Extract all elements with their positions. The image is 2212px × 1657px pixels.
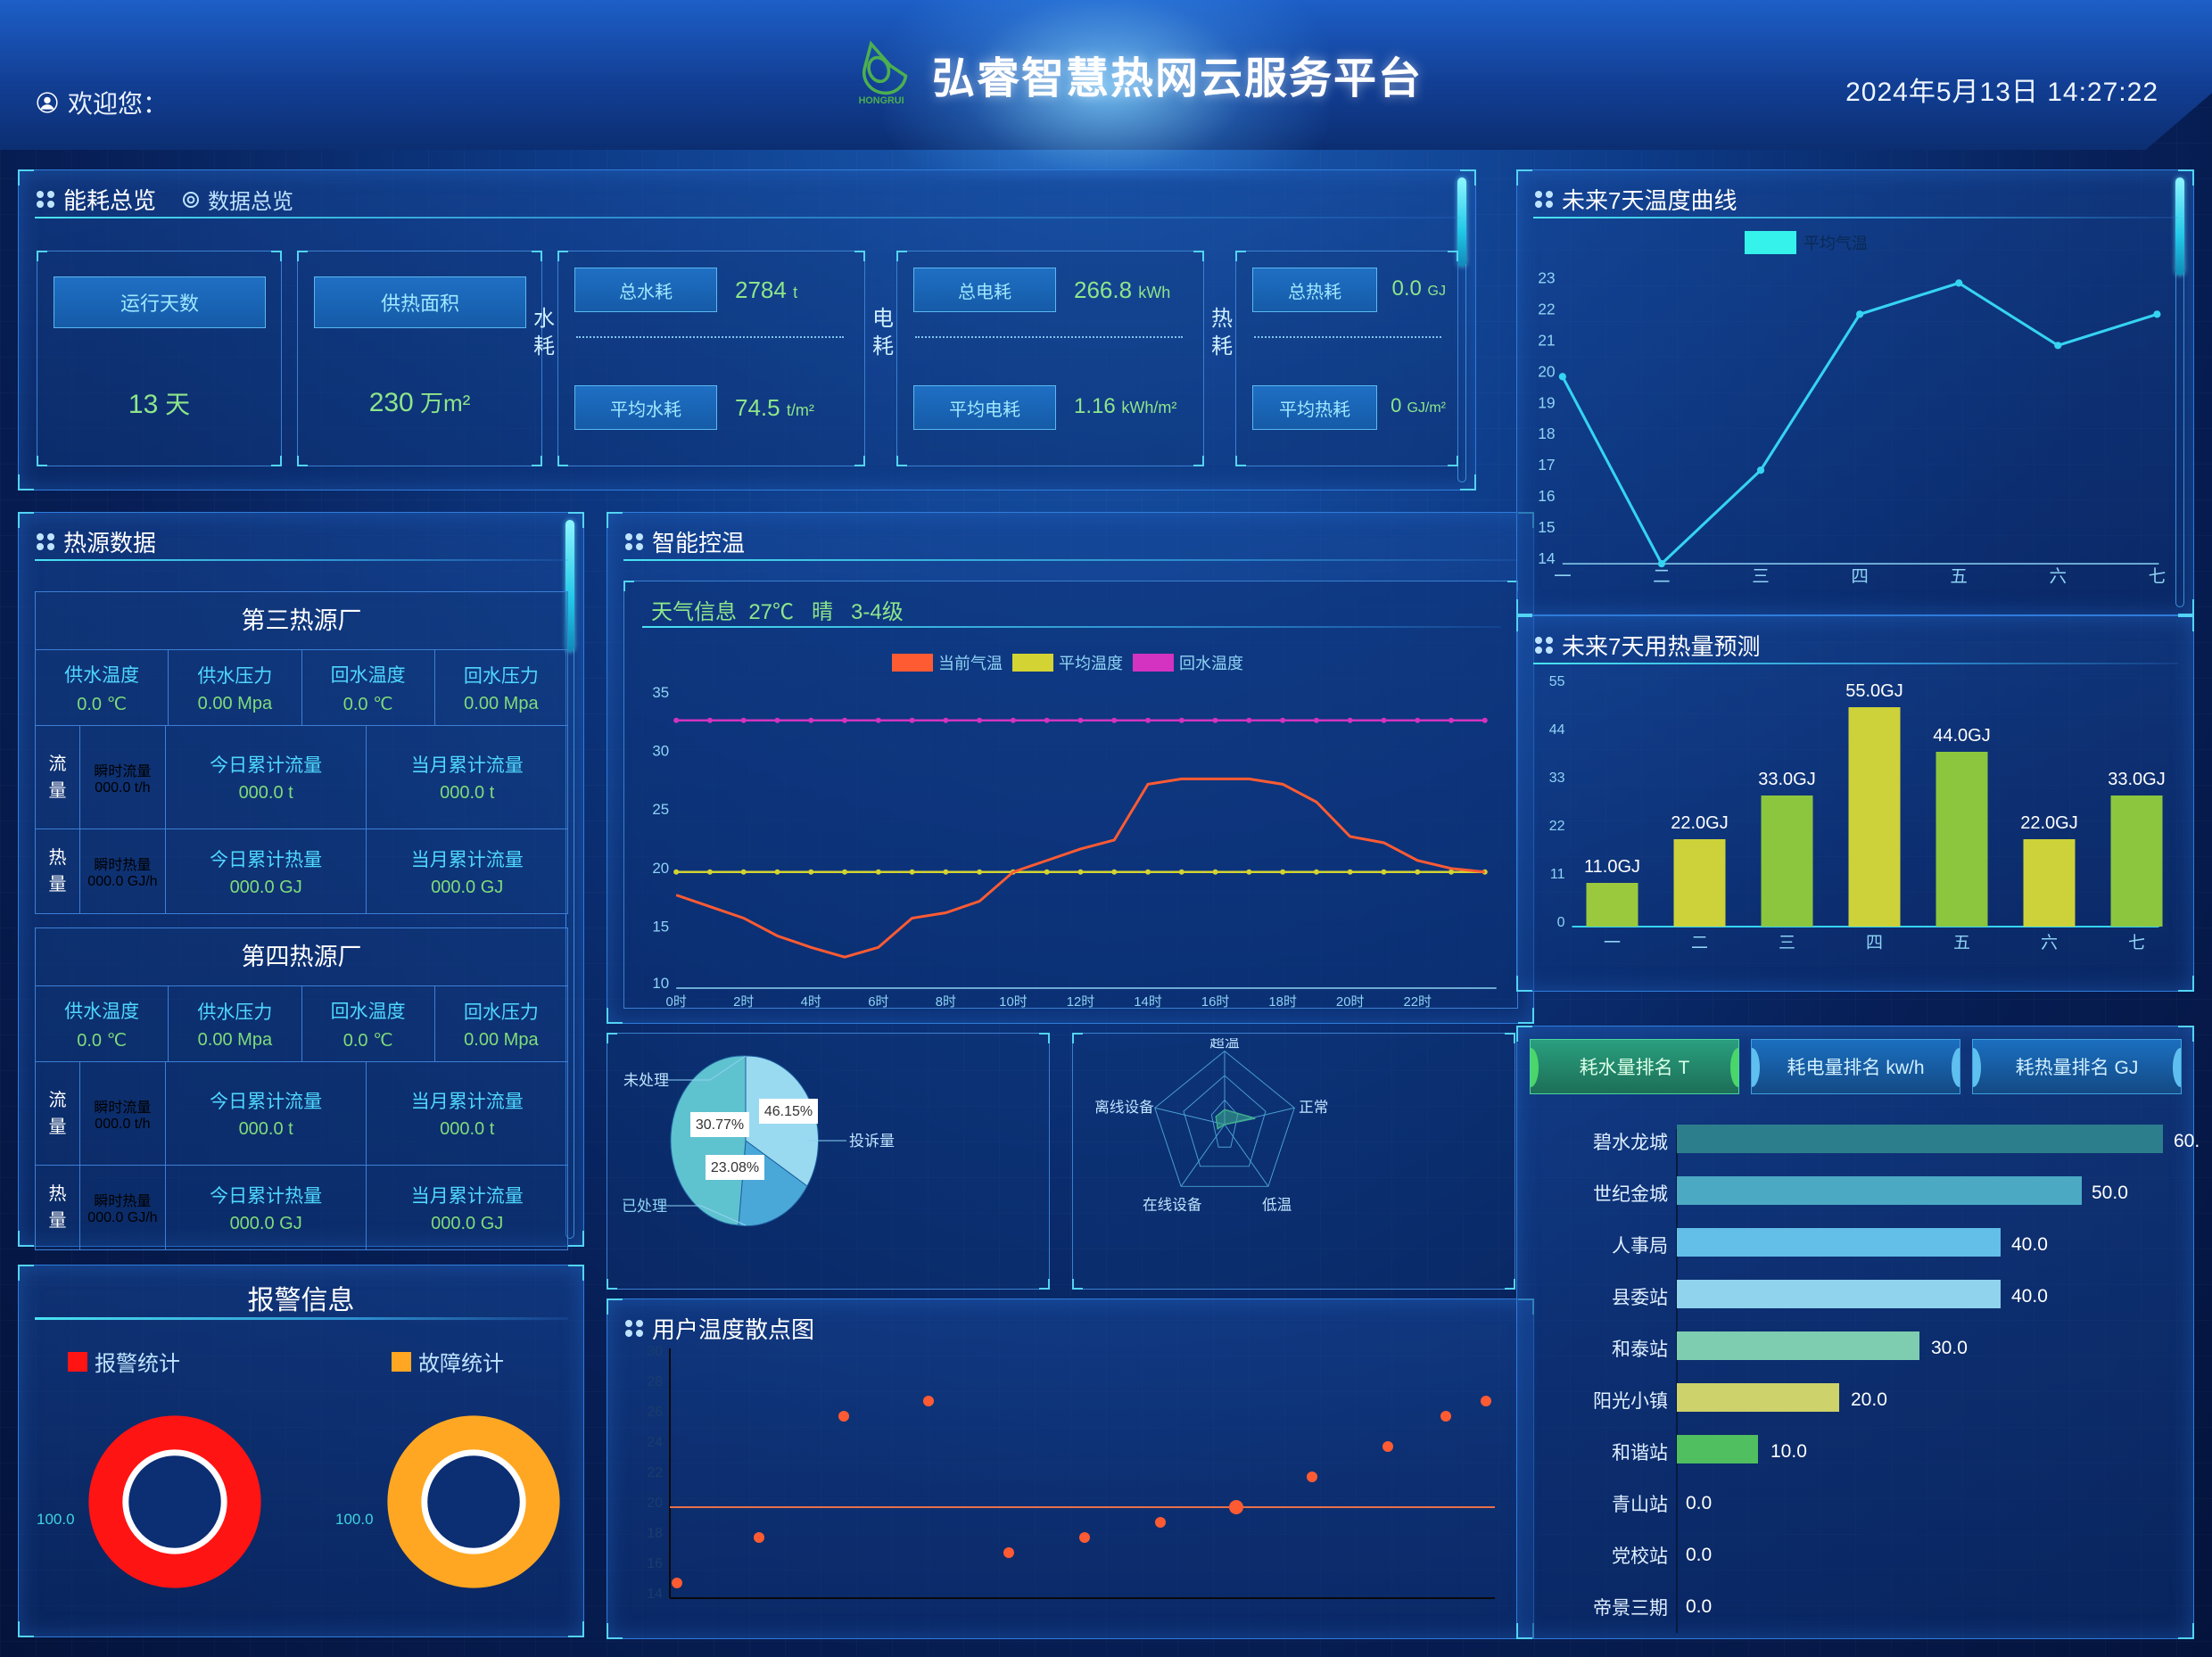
svg-text:26: 26 [647, 1405, 663, 1420]
svg-text:和泰站: 和泰站 [1612, 1340, 1668, 1360]
svg-text:10.0: 10.0 [1770, 1441, 1807, 1462]
svg-text:17: 17 [1538, 456, 1555, 474]
svg-text:2时: 2时 [733, 994, 754, 1010]
svg-text:0: 0 [1557, 915, 1565, 930]
svg-text:33.0GJ: 33.0GJ [2108, 770, 2165, 789]
svg-text:16: 16 [1538, 487, 1555, 505]
svg-text:10: 10 [652, 975, 669, 992]
svg-text:22: 22 [647, 1465, 663, 1480]
svg-text:18: 18 [1538, 425, 1555, 442]
svg-text:五: 五 [1953, 934, 1970, 952]
svg-text:六: 六 [2041, 933, 2058, 952]
svg-text:16: 16 [647, 1556, 663, 1571]
svg-text:30.0: 30.0 [1931, 1338, 1968, 1358]
svg-text:30: 30 [647, 1344, 663, 1359]
svg-text:和谐站: 和谐站 [1612, 1443, 1668, 1463]
svg-text:23: 23 [1538, 268, 1555, 286]
svg-text:低温: 低温 [1262, 1197, 1292, 1214]
svg-text:0.0: 0.0 [1686, 1545, 1712, 1565]
svg-text:14: 14 [647, 1587, 663, 1602]
svg-text:20: 20 [647, 1496, 663, 1511]
svg-text:30: 30 [652, 743, 669, 760]
svg-text:三: 三 [1752, 567, 1770, 587]
svg-text:11.0GJ: 11.0GJ [1584, 857, 1640, 877]
svg-text:HONGRUI: HONGRUI [859, 95, 904, 106]
svg-text:0.0: 0.0 [1686, 1493, 1712, 1513]
svg-text:20时: 20时 [1336, 994, 1365, 1010]
svg-text:七: 七 [2149, 567, 2167, 587]
svg-text:10时: 10时 [999, 994, 1028, 1010]
svg-text:六: 六 [2050, 567, 2068, 587]
svg-text:22.0GJ: 22.0GJ [2020, 813, 2077, 833]
svg-text:44.0GJ: 44.0GJ [1933, 726, 1990, 746]
svg-text:28: 28 [647, 1374, 663, 1389]
svg-text:50.0: 50.0 [2092, 1183, 2128, 1203]
svg-text:19: 19 [1538, 393, 1555, 411]
svg-text:33: 33 [1549, 771, 1565, 786]
svg-text:碧水龙城: 碧水龙城 [1593, 1133, 1668, 1153]
svg-text:25: 25 [652, 801, 669, 818]
svg-text:6时: 6时 [868, 994, 888, 1010]
svg-text:0.0: 0.0 [1686, 1596, 1712, 1617]
svg-text:18: 18 [647, 1526, 663, 1541]
svg-text:正常: 正常 [1299, 1099, 1328, 1116]
svg-text:五: 五 [1950, 567, 1968, 587]
svg-text:四: 四 [1851, 567, 1869, 587]
svg-text:55.0GJ: 55.0GJ [1845, 681, 1902, 701]
svg-text:已处理: 已处理 [622, 1198, 667, 1215]
svg-text:在线设备: 在线设备 [1143, 1197, 1202, 1214]
svg-text:18时: 18时 [1268, 994, 1297, 1010]
svg-text:8时: 8时 [936, 994, 956, 1010]
svg-text:40.0: 40.0 [2011, 1286, 2048, 1307]
svg-text:21: 21 [1538, 331, 1555, 349]
svg-text:15: 15 [1538, 518, 1555, 536]
svg-text:24: 24 [647, 1435, 663, 1450]
svg-text:超温: 超温 [1209, 1038, 1239, 1051]
svg-text:23.08%: 23.08% [711, 1160, 759, 1175]
svg-text:22.0GJ: 22.0GJ [1671, 813, 1728, 833]
svg-text:未处理: 未处理 [623, 1072, 669, 1089]
svg-text:二: 二 [1691, 934, 1708, 952]
svg-text:30.77%: 30.77% [696, 1117, 744, 1133]
svg-text:投诉量: 投诉量 [849, 1133, 895, 1150]
svg-text:离线设备: 离线设备 [1094, 1099, 1154, 1116]
svg-text:22: 22 [1549, 819, 1565, 834]
svg-text:世纪金城: 世纪金城 [1593, 1184, 1668, 1205]
svg-text:七: 七 [2128, 933, 2145, 952]
svg-text:55: 55 [1549, 674, 1565, 689]
svg-text:33.0GJ: 33.0GJ [1758, 770, 1815, 789]
svg-text:60.: 60. [2174, 1131, 2200, 1151]
svg-text:三: 三 [1779, 934, 1795, 952]
svg-text:46.15%: 46.15% [764, 1104, 813, 1119]
svg-text:22时: 22时 [1403, 994, 1432, 1010]
svg-text:40.0: 40.0 [2011, 1234, 2048, 1255]
svg-text:20.0: 20.0 [1851, 1389, 1887, 1410]
svg-text:44: 44 [1549, 722, 1565, 738]
svg-text:人事局: 人事局 [1612, 1236, 1668, 1257]
svg-text:16时: 16时 [1201, 994, 1230, 1010]
svg-text:14时: 14时 [1134, 994, 1162, 1010]
svg-text:青山站: 青山站 [1612, 1495, 1668, 1515]
svg-text:阳光小镇: 阳光小镇 [1593, 1391, 1668, 1412]
svg-text:20: 20 [652, 860, 669, 877]
svg-text:20: 20 [1538, 362, 1556, 380]
svg-text:一: 一 [1604, 934, 1621, 952]
svg-text:11: 11 [1550, 867, 1565, 882]
svg-text:四: 四 [1866, 934, 1883, 952]
svg-text:14: 14 [1538, 549, 1556, 567]
svg-text:15: 15 [652, 918, 669, 935]
svg-text:党校站: 党校站 [1612, 1546, 1668, 1567]
svg-text:22: 22 [1538, 300, 1555, 317]
svg-text:帝景三期: 帝景三期 [1593, 1598, 1668, 1619]
svg-text:县委站: 县委站 [1612, 1288, 1668, 1308]
svg-text:4时: 4时 [801, 994, 821, 1010]
svg-text:二: 二 [1653, 567, 1671, 587]
svg-text:12时: 12时 [1067, 994, 1095, 1010]
svg-text:一: 一 [1554, 567, 1572, 587]
svg-text:35: 35 [652, 684, 669, 701]
svg-text:0时: 0时 [666, 994, 687, 1010]
